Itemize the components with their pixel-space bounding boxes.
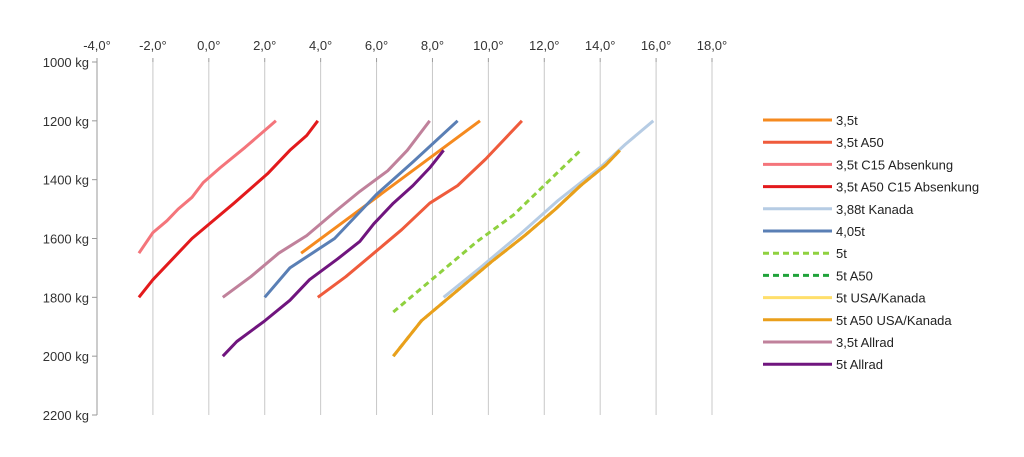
series-line-3 — [137, 119, 319, 299]
legend-label: 5t — [836, 246, 847, 261]
x-tick-label: 8,0° — [421, 38, 444, 53]
y-axis-tick-labels: 1000 kg 1200 kg 1400 kg 1600 kg 1800 kg 2000 … — [43, 55, 89, 423]
legend-label: 3,5t C15 Absenkung — [836, 157, 953, 172]
legend-label: 5t USA/Kanada — [836, 291, 926, 306]
y-tick-label: 1200 kg — [43, 114, 89, 129]
x-tick-label: 12,0° — [529, 38, 560, 53]
x-tick-label: 6,0° — [365, 38, 388, 53]
legend-label: 5t Allrad — [836, 357, 883, 372]
y-tick-label: 1000 kg — [43, 55, 89, 70]
y-tick-label: 2200 kg — [43, 408, 89, 423]
series-line-5 — [263, 119, 459, 299]
legend-label: 3,88t Kanada — [836, 202, 914, 217]
y-tick-label: 1800 kg — [43, 290, 89, 305]
x-tick-label: 0,0° — [197, 38, 220, 53]
series-line-6 — [392, 149, 582, 314]
legend-label: 3,5t A50 — [836, 135, 884, 150]
y-tick-label: 1600 kg — [43, 232, 89, 247]
x-tick-label: 14,0° — [585, 38, 616, 53]
y-tick-label: 2000 kg — [43, 349, 89, 364]
series-line-1 — [316, 119, 523, 299]
x-tick-label: 2,0° — [253, 38, 276, 53]
legend-label: 3,5t Allrad — [836, 335, 894, 350]
series-line-2 — [137, 119, 277, 255]
x-tick-label: 10,0° — [473, 38, 504, 53]
x-axis-tick-labels: -4,0° -2,0° 0,0° 2,0° 4,0° 6,0° 8,0° 10,0° 12,0°… — [83, 38, 727, 53]
legend-label: 3,5t A50 C15 Absenkung — [836, 180, 979, 195]
series-lines — [137, 119, 655, 358]
series-line-4 — [442, 119, 655, 299]
legend-label: 5t A50 — [836, 268, 873, 283]
legend-label: 3,5t — [836, 113, 858, 128]
x-tick-label: -4,0° — [83, 38, 111, 53]
x-tick-label: -2,0° — [139, 38, 167, 53]
x-tick-label: 16,0° — [641, 38, 672, 53]
grid-lines — [96, 62, 713, 415]
axes — [92, 58, 713, 416]
x-tick-label: 18,0° — [697, 38, 728, 53]
legend-label: 5t A50 USA/Kanada — [836, 313, 952, 328]
y-tick-label: 1400 kg — [43, 173, 89, 188]
legend-label: 4,05t — [836, 224, 865, 239]
x-tick-label: 4,0° — [309, 38, 332, 53]
series-line-9 — [392, 149, 621, 358]
series-line-11 — [221, 149, 445, 358]
legend: 3,5t 3,5t A50 3,5t C15 Absenkung 3,5t A50 C… — [763, 113, 979, 372]
series-line-10 — [221, 119, 431, 299]
series-line-0 — [300, 119, 481, 255]
